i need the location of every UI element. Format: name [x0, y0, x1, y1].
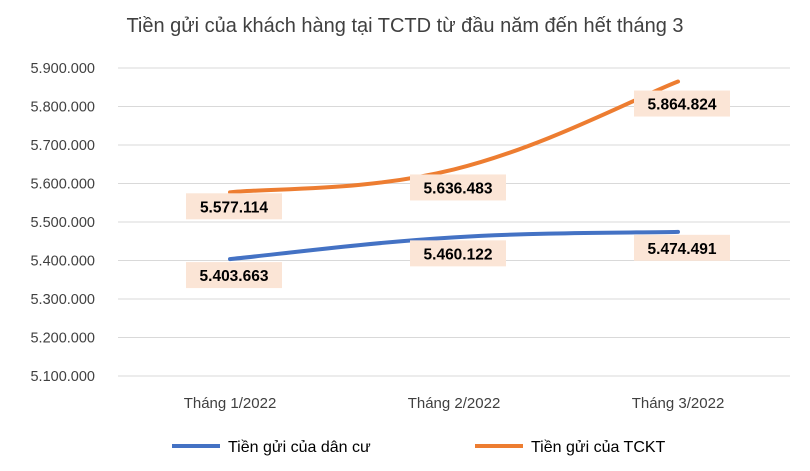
x-tick-label: Tháng 3/2022 [632, 395, 725, 412]
data-label-box [410, 240, 506, 267]
data-label-box [410, 174, 506, 201]
data-label: 5.636.483 [424, 180, 493, 197]
y-tick-label: 5.200.000 [30, 331, 95, 347]
x-tick-label: Tháng 2/2022 [408, 395, 501, 412]
y-tick-label: 5.500.000 [30, 215, 95, 231]
data-label-box [186, 193, 282, 220]
y-tick-label: 5.800.000 [30, 100, 95, 116]
data-label: 5.474.491 [648, 241, 717, 258]
y-tick-label: 5.600.000 [30, 177, 95, 193]
data-label: 5.460.122 [424, 246, 493, 263]
x-axis: Tháng 1/2022 Tháng 2/2022 Tháng 3/2022 [184, 395, 725, 412]
data-labels: 5.403.663 5.460.122 5.474.491 5.577.114 5.63… [186, 90, 730, 289]
data-label: 5.403.663 [200, 268, 269, 285]
y-tick-label: 5.300.000 [30, 292, 95, 308]
chart-title: Tiền gửi của khách hàng tại TCTD từ đầu … [126, 15, 683, 37]
data-label-box [186, 262, 282, 289]
data-label-box [634, 234, 730, 261]
legend: Tiền gửi của dân cư Tiền gửi của TCKT [172, 439, 666, 456]
data-label: 5.864.824 [648, 97, 717, 114]
y-tick-label: 5.100.000 [30, 369, 95, 385]
series-lines [228, 79, 680, 262]
x-tick-label: Tháng 1/2022 [184, 395, 277, 412]
legend-label: Tiền gửi của TCKT [531, 439, 666, 456]
series-line-dan-cu [228, 229, 680, 262]
y-tick-label: 5.900.000 [30, 61, 95, 77]
data-label-box [634, 90, 730, 117]
data-label: 5.577.114 [200, 199, 268, 216]
y-tick-label: 5.400.000 [30, 254, 95, 270]
y-tick-label: 5.700.000 [30, 138, 95, 154]
series-line-tckt [228, 79, 680, 195]
y-axis-ticks: 5.100.000 5.200.000 5.300.000 5.400.000 5.50… [30, 61, 95, 385]
legend-label: Tiền gửi của dân cư [228, 439, 371, 456]
